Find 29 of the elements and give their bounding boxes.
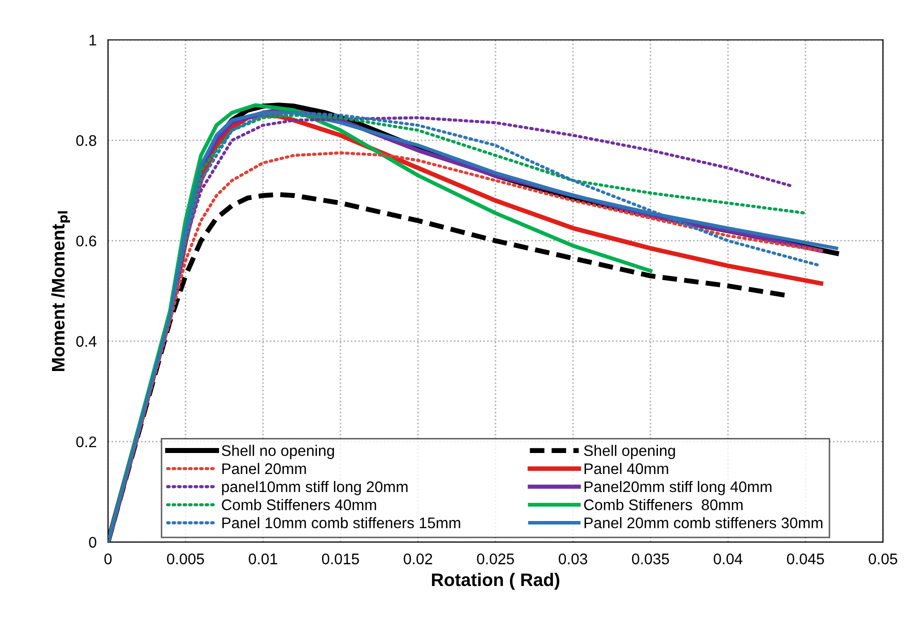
x-tick-label: 0.05	[868, 554, 898, 564]
x-tick-label: 0.025	[476, 554, 514, 564]
legend-label: Comb Stiffeners 80mm	[584, 499, 743, 510]
legend-label: Panel 20mm comb stiffeners 30mm	[584, 517, 822, 528]
legend-label: Shell opening	[584, 444, 675, 460]
y-tick-label: 0.4	[76, 336, 96, 347]
x-tick-label: 0.035	[632, 554, 669, 564]
y-tick-label: 1	[90, 34, 96, 46]
legend-label: Panel 10mm comb stiffeners 15mm	[222, 517, 460, 528]
legend-label: panel10mm stiff long 20mm	[222, 480, 408, 496]
x-tick-label: 0	[104, 554, 112, 564]
y-axis-title: Moment /Moment$_{pl}$	[51, 211, 70, 371]
x-axis-title: Rotation ( Rad)	[432, 572, 560, 590]
legend-label: Comb Stiffeners 40mm	[222, 499, 376, 510]
x-tick-label: 0.04	[714, 554, 742, 564]
legend-label: Panel20mm stiff long 40mm	[584, 480, 772, 496]
x-tick-label: 0.02	[404, 554, 432, 564]
y-tick-label: 0	[89, 536, 96, 548]
y-tick-label: 0.8	[76, 135, 96, 146]
x-tick-label: 0.045	[786, 554, 824, 564]
x-tick-label: 0.03	[558, 554, 588, 564]
x-tick-label: 0.015	[322, 554, 359, 564]
legend-label: Panel 20mm	[222, 462, 306, 474]
x-tick-label: 0.005	[166, 554, 204, 564]
y-tick-label: 0.6	[76, 236, 96, 246]
legend-label: Panel 40mm	[584, 462, 668, 474]
x-tick-label: 0.01	[248, 554, 278, 564]
y-tick-label: 0.2	[76, 436, 96, 448]
legend-label: Shell no opening	[222, 444, 334, 460]
